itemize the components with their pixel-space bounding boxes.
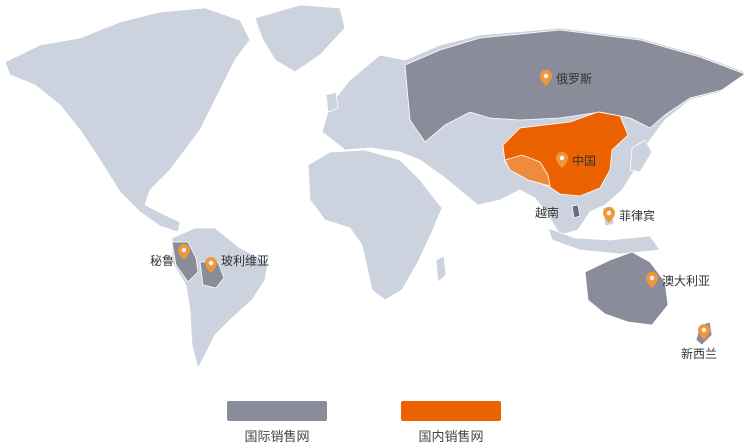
uk: [325, 91, 339, 113]
legend-swatch-domestic: [401, 401, 501, 421]
legend-label-domestic: 国内销售网: [418, 430, 484, 445]
japan: [629, 139, 653, 173]
marker-label-vietnam[interactable]: 越南: [535, 206, 560, 220]
madagascar: [435, 255, 447, 283]
vietnam-region: [571, 204, 581, 219]
map-pin-icon[interactable]: [646, 272, 658, 288]
tibet-region: [504, 154, 551, 187]
map-pin-icon[interactable]: [698, 324, 710, 340]
marker-label-australia[interactable]: 澳大利亚: [662, 274, 711, 288]
map-pin-icon[interactable]: [556, 152, 568, 168]
legend-label-international: 国际销售网: [244, 430, 310, 445]
north-america: [4, 7, 251, 233]
greenland: [254, 4, 346, 73]
marker-label-china[interactable]: 中国: [572, 154, 597, 168]
marker-label-russia[interactable]: 俄罗斯: [556, 72, 593, 86]
africa: [307, 149, 443, 301]
marker-label-new-zealand[interactable]: 新西兰: [681, 347, 718, 361]
map-pin-icon[interactable]: [205, 257, 217, 273]
marker-label-bolivia[interactable]: 玻利维亚: [221, 254, 270, 268]
marker-label-philippines[interactable]: 菲律宾: [619, 209, 656, 223]
map-pin-icon[interactable]: [540, 70, 552, 86]
map-pin-icon[interactable]: [178, 244, 190, 260]
russia-region: [404, 29, 746, 143]
marker-label-peru[interactable]: 秘鲁: [150, 254, 175, 268]
map-pin-icon[interactable]: [603, 207, 615, 223]
legend-swatch-international: [227, 401, 327, 421]
indonesia: [547, 227, 661, 255]
australia-region: [584, 251, 669, 326]
